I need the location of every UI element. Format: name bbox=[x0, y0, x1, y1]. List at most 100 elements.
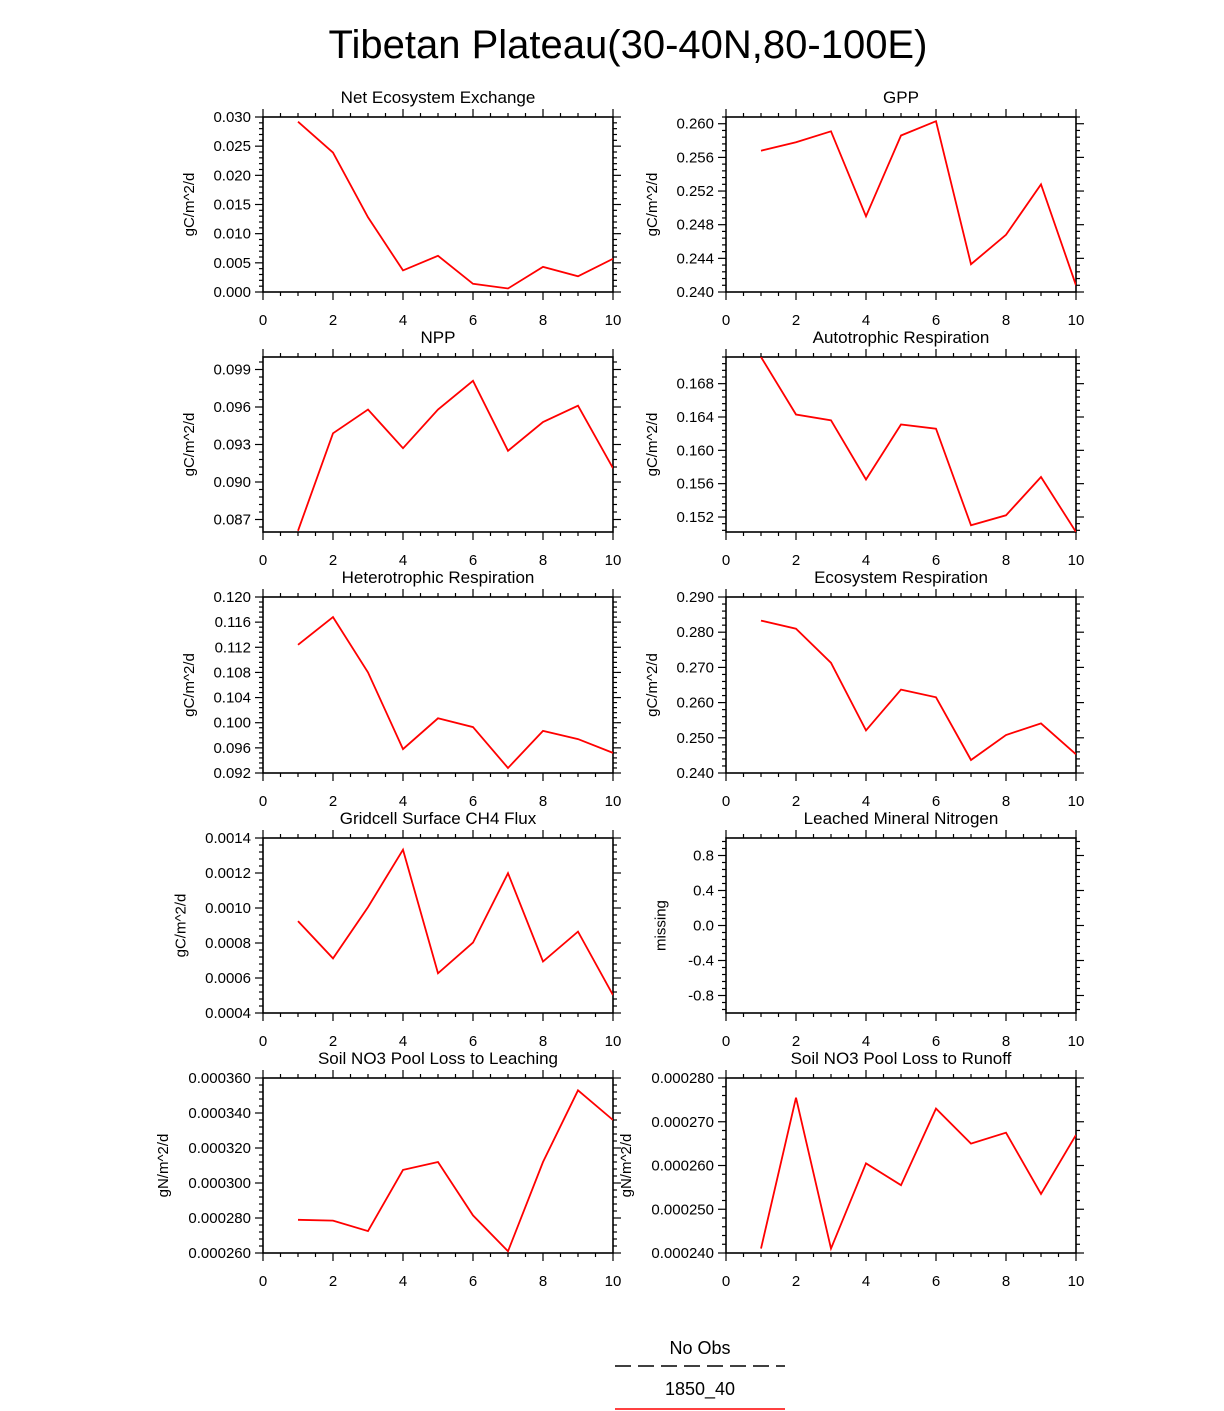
x-tick-label: 6 bbox=[932, 1273, 940, 1290]
y-tick-label: 0.104 bbox=[213, 690, 251, 707]
series-line-1850-40 bbox=[297, 379, 613, 532]
panel-autotrophic-respiration: Autotrophic Respiration 0 2 4 6 8 10 0.152 0.156… bbox=[644, 328, 1084, 569]
x-tick-label: 8 bbox=[1002, 552, 1010, 569]
x-tick-label: 8 bbox=[1002, 1033, 1010, 1050]
y-tick-label: 0.164 bbox=[676, 409, 714, 426]
x-tick-label: 10 bbox=[1068, 1273, 1085, 1290]
y-tick-label: 0.096 bbox=[213, 399, 251, 416]
legend-label-no-obs: No Obs bbox=[669, 1338, 730, 1358]
panel-ecosystem-respiration: Ecosystem Respiration 0 2 4 6 8 10 0.240 0.250 0.… bbox=[644, 568, 1084, 810]
x-tick-label: 6 bbox=[469, 1033, 477, 1050]
x-tick-label: 6 bbox=[932, 312, 940, 329]
x-tick-label: 0 bbox=[259, 312, 267, 329]
x-tick-label: 2 bbox=[329, 552, 337, 569]
series-line-1850-40 bbox=[760, 357, 1076, 532]
y-tick-label: 0.168 bbox=[676, 376, 714, 393]
plot-frame bbox=[262, 356, 614, 533]
y-tick-label: 0.000300 bbox=[188, 1175, 251, 1192]
y-tick-label: 0.250 bbox=[676, 730, 714, 747]
figure-title: Tibetan Plateau(30-40N,80-100E) bbox=[329, 23, 928, 67]
x-tick-label: 6 bbox=[932, 552, 940, 569]
panel-net-ecosystem-exchange: Net Ecosystem Exchange 0 2 4 6 8 10 0.000 0.005 0… bbox=[181, 88, 621, 329]
x-tick-label: 4 bbox=[862, 793, 870, 810]
y-tick-label: 0.0010 bbox=[205, 900, 251, 917]
x-tick-label: 10 bbox=[1068, 312, 1085, 329]
y-tick-label: 0.020 bbox=[213, 167, 251, 184]
x-tick-label: 0 bbox=[722, 1273, 730, 1290]
series-line-1850-40 bbox=[760, 119, 1076, 286]
series-line-1850-40 bbox=[760, 619, 1076, 762]
y-tick-label: 0.000260 bbox=[651, 1158, 714, 1175]
y-tick-label: -0.8 bbox=[688, 988, 714, 1005]
x-tick-label: 4 bbox=[399, 1273, 407, 1290]
legend: No Obs 1850_40 bbox=[615, 1338, 785, 1410]
series-line-1850-40 bbox=[760, 1097, 1076, 1252]
panel-soil-no3-pool-loss-to-runoff: Soil NO3 Pool Loss to Runoff 0 2 4 6 8 10 0.000… bbox=[618, 1049, 1084, 1290]
y-tick-label: 0.256 bbox=[676, 149, 714, 166]
y-tick-label: 0.000340 bbox=[188, 1105, 251, 1122]
y-tick-label: 0.000280 bbox=[188, 1210, 251, 1227]
y-tick-label: 0.0008 bbox=[205, 935, 251, 952]
x-tick-label: 10 bbox=[1068, 793, 1085, 810]
y-tick-label: 0.000280 bbox=[651, 1070, 714, 1087]
panel-npp: NPP 0 2 4 6 8 10 0.087 0.090 0.093 0.096 0.099 gC/m^… bbox=[181, 328, 621, 569]
series-line-1850-40 bbox=[297, 1088, 613, 1253]
y-tick-label: 0.280 bbox=[676, 624, 714, 641]
x-tick-label: 6 bbox=[469, 1273, 477, 1290]
y-tick-label: 0.087 bbox=[213, 512, 251, 529]
plot-frame bbox=[725, 596, 1077, 774]
x-tick-label: 0 bbox=[722, 552, 730, 569]
x-tick-label: 6 bbox=[469, 312, 477, 329]
panel-title: GPP bbox=[883, 88, 919, 107]
y-tick-label: 0.270 bbox=[676, 659, 714, 676]
x-tick-label: 4 bbox=[862, 1033, 870, 1050]
x-tick-label: 4 bbox=[399, 1033, 407, 1050]
plot-frame bbox=[262, 596, 614, 774]
x-tick-label: 2 bbox=[329, 1033, 337, 1050]
y-tick-label: 0.4 bbox=[693, 883, 714, 900]
y-tick-label: 0.156 bbox=[676, 476, 714, 493]
y-tick-label: 0.112 bbox=[215, 639, 251, 656]
y-axis-label: gC/m^2/d bbox=[644, 413, 661, 477]
x-tick-label: 2 bbox=[792, 552, 800, 569]
legend-label-1850-40: 1850_40 bbox=[665, 1379, 735, 1400]
x-tick-label: 4 bbox=[862, 1273, 870, 1290]
y-tick-label: 0.240 bbox=[676, 765, 714, 782]
y-tick-label: 0.099 bbox=[213, 362, 251, 379]
y-tick-label: -0.4 bbox=[688, 953, 714, 970]
plot-frame bbox=[262, 1077, 614, 1254]
plot-frame bbox=[262, 837, 614, 1014]
y-tick-label: 0.090 bbox=[213, 474, 251, 491]
x-tick-label: 0 bbox=[259, 793, 267, 810]
y-tick-label: 0.000360 bbox=[188, 1070, 251, 1087]
y-tick-label: 0.015 bbox=[213, 197, 251, 214]
plot-frame bbox=[725, 837, 1077, 1014]
x-tick-label: 2 bbox=[329, 793, 337, 810]
plot-frame bbox=[725, 1077, 1077, 1254]
y-tick-label: 0.260 bbox=[676, 116, 714, 133]
y-tick-label: 0.240 bbox=[676, 284, 714, 301]
x-tick-label: 2 bbox=[329, 312, 337, 329]
x-tick-label: 0 bbox=[722, 1033, 730, 1050]
x-tick-label: 4 bbox=[862, 552, 870, 569]
y-tick-label: 0.025 bbox=[213, 138, 251, 155]
y-tick-label: 0.252 bbox=[676, 183, 714, 200]
x-tick-label: 0 bbox=[259, 1033, 267, 1050]
x-tick-label: 8 bbox=[539, 552, 547, 569]
y-tick-label: 0.093 bbox=[213, 437, 251, 454]
x-tick-label: 10 bbox=[1068, 552, 1085, 569]
panel-title: Leached Mineral Nitrogen bbox=[804, 809, 999, 828]
y-axis-label: gC/m^2/d bbox=[644, 173, 661, 237]
plot-frame bbox=[725, 356, 1077, 533]
y-tick-label: 0.000320 bbox=[188, 1140, 251, 1157]
x-tick-label: 2 bbox=[792, 312, 800, 329]
x-tick-label: 6 bbox=[469, 552, 477, 569]
panel-title: Soil NO3 Pool Loss to Leaching bbox=[318, 1049, 558, 1068]
x-tick-label: 2 bbox=[792, 793, 800, 810]
y-axis-label: gC/m^2/d bbox=[644, 653, 661, 717]
y-tick-label: 0.248 bbox=[676, 217, 714, 234]
y-tick-label: 0.116 bbox=[215, 614, 251, 631]
panel-title: Soil NO3 Pool Loss to Runoff bbox=[791, 1049, 1012, 1068]
panel-soil-no3-pool-loss-to-leaching: Soil NO3 Pool Loss to Leaching 0 2 4 6 8 10 0.0… bbox=[155, 1049, 621, 1290]
y-tick-label: 0.000260 bbox=[188, 1245, 251, 1262]
